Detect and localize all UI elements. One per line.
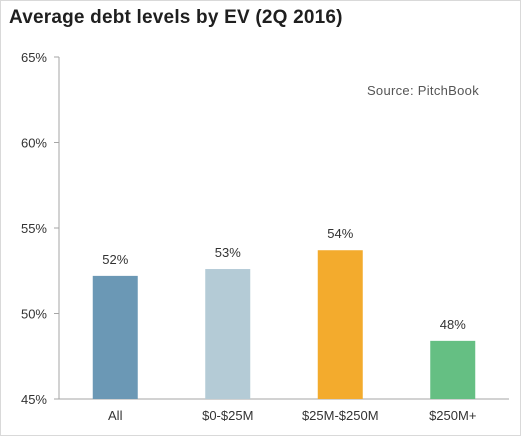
y-tick-label: 50% bbox=[21, 307, 47, 322]
bar-value-label: 52% bbox=[102, 252, 128, 267]
bar bbox=[430, 340, 476, 399]
source-note: Source: PitchBook bbox=[367, 83, 479, 98]
x-tick-label: $250M+ bbox=[429, 408, 476, 423]
bar bbox=[92, 275, 138, 399]
chart-title: Average debt levels by EV (2Q 2016) bbox=[9, 7, 343, 28]
bar-value-label: 53% bbox=[215, 245, 241, 260]
bar bbox=[317, 250, 363, 399]
y-tick-label: 55% bbox=[21, 221, 47, 236]
y-tick-label: 60% bbox=[21, 136, 47, 151]
y-tick-label: 45% bbox=[21, 392, 47, 407]
bar-value-label: 48% bbox=[440, 317, 466, 332]
bar-value-label: 54% bbox=[327, 226, 353, 241]
bar bbox=[205, 269, 251, 399]
x-axis-labels: All $0-$25M $25M-$250M $250M+ bbox=[108, 408, 476, 423]
x-tick-label: All bbox=[108, 408, 123, 423]
y-axis-ticks: 45% 50% 55% 60% 65% bbox=[21, 50, 59, 407]
bar-series: 52% 53% 54% 48% bbox=[92, 226, 476, 399]
y-tick-label: 65% bbox=[21, 50, 47, 65]
x-tick-label: $0-$25M bbox=[202, 408, 253, 423]
x-tick-label: $25M-$250M bbox=[302, 408, 379, 423]
